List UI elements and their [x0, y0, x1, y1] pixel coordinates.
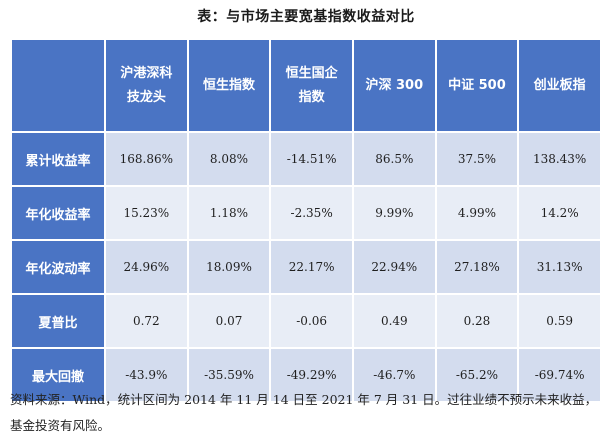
row-header: 夏普比 [12, 295, 104, 347]
table-cell: -0.06 [271, 295, 352, 347]
table-cell: 86.5% [353, 133, 435, 185]
table-cell: 0.59 [519, 295, 600, 347]
column-header: 恒生指数 [188, 40, 270, 131]
table-cell: -14.51% [271, 133, 352, 185]
table-row: 年化收益率 15.23% 1.18% -2.35% 9.99% 4.99% 14… [12, 187, 600, 239]
table-cell: -43.9% [106, 349, 187, 401]
table-row: 年化波动率 24.96% 18.09% 22.17% 22.94% 27.18%… [12, 241, 600, 293]
table-row: 最大回撤 -43.9% -35.59% -49.29% -46.7% -65.2… [12, 349, 600, 401]
table-cell: -69.74% [519, 349, 600, 401]
column-header: 中证 500 [436, 40, 518, 131]
table-cell: 0.07 [188, 295, 270, 347]
column-header: 沪深 300 [353, 40, 435, 131]
header-row: 沪港深科技龙头 恒生指数 恒生国企指数 沪深 300 中证 500 创业板指 [12, 40, 600, 131]
table-row: 夏普比 0.72 0.07 -0.06 0.49 0.28 0.59 [12, 295, 600, 347]
table-cell: 0.28 [436, 295, 518, 347]
table-cell: 0.72 [106, 295, 187, 347]
table-cell: 0.49 [353, 295, 435, 347]
row-header: 最大回撤 [12, 349, 104, 401]
table-cell: 37.5% [436, 133, 518, 185]
column-header: 创业板指 [519, 40, 600, 131]
table-cell: 31.13% [519, 241, 600, 293]
table-row: 累计收益率 168.86% 8.08% -14.51% 86.5% 37.5% … [12, 133, 600, 185]
table-cell: -2.35% [271, 187, 352, 239]
row-header: 年化波动率 [12, 241, 104, 293]
table-cell: 18.09% [188, 241, 270, 293]
row-header: 累计收益率 [12, 133, 104, 185]
table-cell: -65.2% [436, 349, 518, 401]
table-cell: 22.17% [271, 241, 352, 293]
comparison-table: 沪港深科技龙头 恒生指数 恒生国企指数 沪深 300 中证 500 创业板指 累… [10, 38, 602, 403]
table-cell: -49.29% [271, 349, 352, 401]
table-cell: 168.86% [106, 133, 187, 185]
table-cell: 27.18% [436, 241, 518, 293]
table-cell: 22.94% [353, 241, 435, 293]
source-note: 资料来源：Wind，统计区间为 2014 年 11 月 14 日至 2021 年… [10, 392, 598, 433]
table-cell: 8.08% [188, 133, 270, 185]
table-cell: 15.23% [106, 187, 187, 239]
header-corner [12, 40, 104, 131]
table-cell: 14.2% [519, 187, 600, 239]
table-cell: 4.99% [436, 187, 518, 239]
table-cell: 1.18% [188, 187, 270, 239]
column-header: 恒生国企指数 [271, 40, 352, 131]
table-cell: 9.99% [353, 187, 435, 239]
table-cell: 24.96% [106, 241, 187, 293]
table-cell: 138.43% [519, 133, 600, 185]
table-cell: -46.7% [353, 349, 435, 401]
row-header: 年化收益率 [12, 187, 104, 239]
table-title: 表：与市场主要宽基指数收益对比 [197, 9, 415, 25]
table-cell: -35.59% [188, 349, 270, 401]
column-header: 沪港深科技龙头 [106, 40, 187, 131]
